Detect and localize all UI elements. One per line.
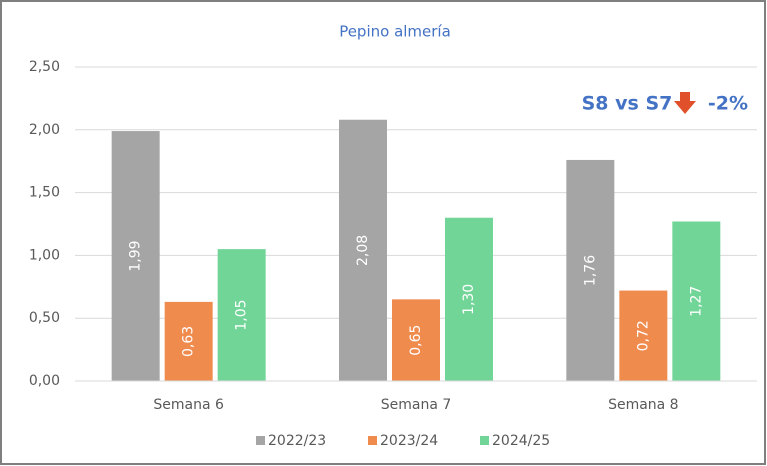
bar [445,217,493,381]
value-label: 1,76 [582,255,598,286]
bar [392,299,440,381]
y-tick-label: 2,00 [29,122,60,138]
legend-label: 2023/24 [380,433,438,449]
bar [217,249,266,381]
bar [619,290,668,381]
value-label: 1,27 [688,286,704,317]
bar [566,159,615,381]
value-label: 1,30 [461,284,477,315]
annotation: -2% [708,93,748,115]
annotation: S8 vs S7 [582,93,673,115]
chart-title: Pepino almería [339,23,451,41]
value-label: 0,63 [181,326,197,357]
value-label: 0,65 [408,325,424,356]
bar [111,131,160,381]
y-tick-label: 1,00 [29,247,60,263]
legend-label: 2024/25 [492,433,550,449]
x-tick-label: Semana 6 [153,397,224,413]
value-label: 1,05 [234,299,250,330]
legend-swatch [256,436,265,445]
value-label: 2,08 [355,235,371,266]
y-tick-label: 2,50 [29,59,60,75]
legend-swatch [368,436,377,445]
bar [672,221,721,381]
bar [164,301,213,381]
y-tick-label: 0,00 [29,373,60,389]
down-arrow-icon [674,92,696,114]
x-tick-label: Semana 7 [381,397,452,413]
bar [339,119,387,381]
legend-label: 2022/23 [268,433,326,449]
legend-swatch [480,436,489,445]
y-tick-label: 1,50 [29,185,60,201]
value-label: 1,99 [128,240,144,271]
x-tick-label: Semana 8 [608,397,679,413]
value-label: 0,72 [635,320,651,351]
y-tick-label: 0,50 [29,310,60,326]
